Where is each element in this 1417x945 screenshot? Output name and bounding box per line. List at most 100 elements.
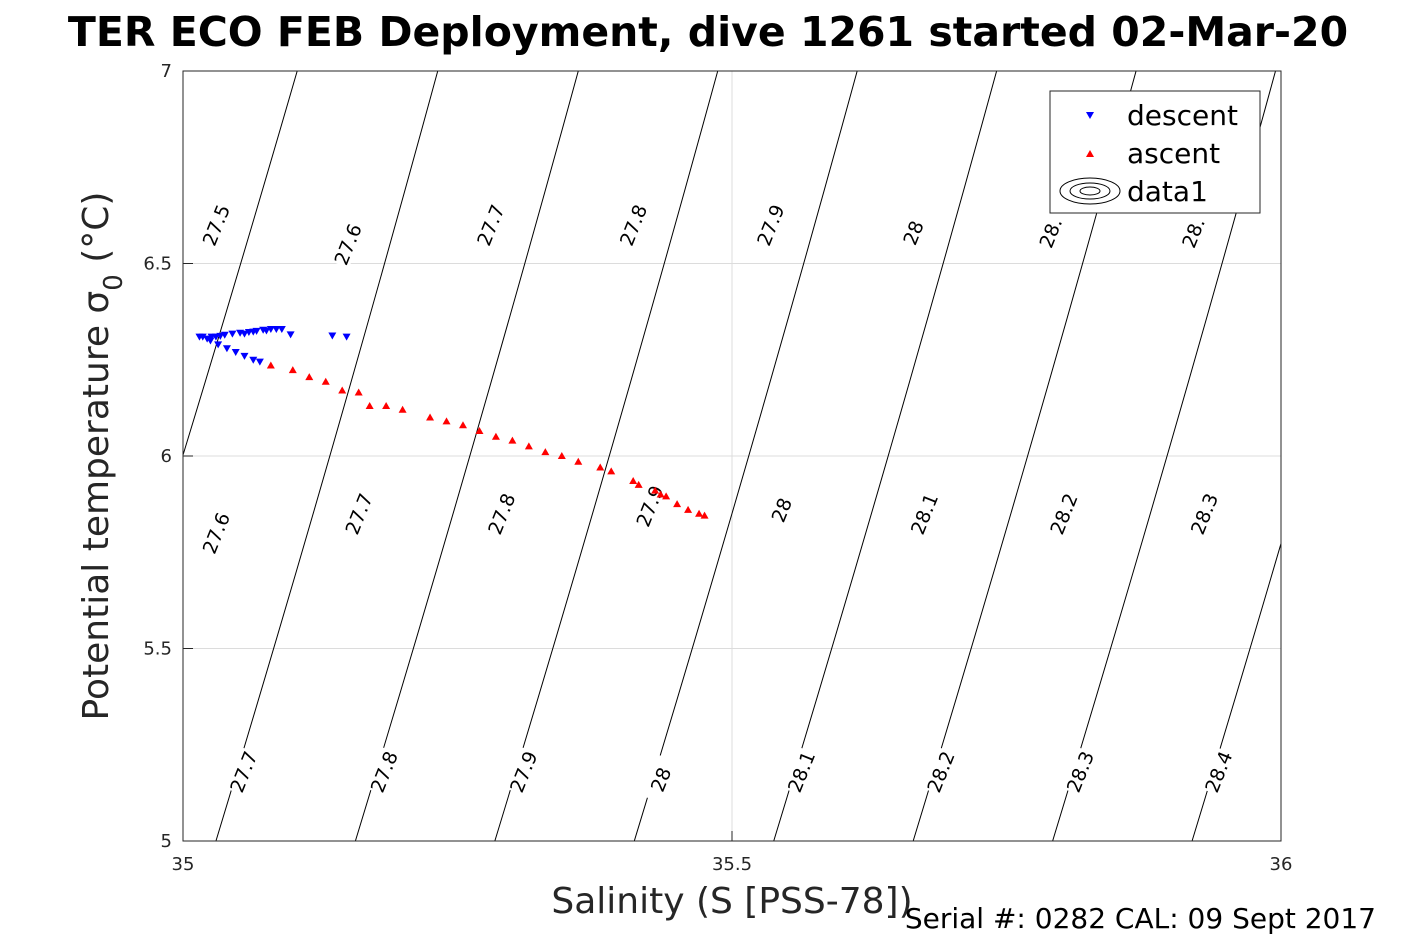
legend-descent-marker [1086, 112, 1094, 119]
descent-point [240, 352, 249, 360]
descent-point [214, 341, 223, 349]
contour-label-bg [483, 489, 519, 538]
ascent-point [662, 492, 671, 500]
descent-point [222, 345, 231, 353]
ascent-point [365, 401, 374, 409]
contour-label-bg [225, 747, 261, 796]
y-tick-label: 6 [161, 446, 172, 467]
contour-label-0: 27.5 [198, 200, 235, 250]
descent-point [262, 327, 271, 335]
legend-contour-icon [1059, 177, 1121, 205]
legend-ascent-marker [1086, 150, 1094, 157]
contour-line-5 [773, 71, 998, 841]
contour-label-12: 28 [763, 485, 799, 535]
contour-label-bg [1200, 747, 1236, 796]
ascent-point [673, 500, 682, 508]
ascent-point [574, 457, 583, 465]
contour-label-bg [472, 200, 508, 250]
ascent-point [266, 361, 275, 369]
descent-point [286, 331, 295, 339]
contour-line-8 [1191, 541, 1281, 841]
ascent-point [491, 432, 500, 440]
ascent-point [524, 442, 533, 450]
ascent-point [442, 417, 451, 425]
descent-point [249, 328, 258, 336]
legend-descent-label: descent [1127, 99, 1238, 132]
ascent-point [288, 366, 297, 374]
y-tick-label: 7 [161, 61, 172, 82]
x-tick-label: 36 [1270, 854, 1293, 875]
serial-cal-footer: Serial #: 0282 CAL: 09 Sept 2017 [905, 902, 1376, 935]
ascent-point [651, 486, 660, 494]
descent-point [249, 356, 258, 364]
y-axis-label: Potential temperature σ0 (°C) [76, 192, 129, 721]
ascent-point [607, 467, 616, 475]
ascent-point [596, 463, 605, 471]
contour-label-bg [1032, 208, 1068, 257]
ascent-point [700, 511, 709, 519]
contour-line-3 [494, 71, 719, 841]
contour-label-bg [198, 508, 234, 558]
y-tick-label: 6.5 [143, 254, 172, 275]
ascent-point [629, 477, 638, 485]
descent-point [203, 335, 212, 343]
contour-label-bg [763, 485, 799, 535]
y-tick-label: 5 [161, 831, 172, 852]
contour-label-bg [1186, 489, 1222, 538]
contour-label-bg [341, 489, 377, 538]
legend: descent ascent data1 [1049, 90, 1261, 214]
data-points [195, 325, 709, 519]
descent-point [240, 330, 249, 338]
ascent-point [354, 388, 363, 396]
descent-point [255, 358, 264, 366]
ascent-point [475, 426, 484, 434]
contour-label-bg [615, 200, 651, 250]
contour-label-bg [783, 747, 819, 796]
y-axis-label-subscript: 0 [99, 274, 129, 291]
contour-label-bg [752, 200, 788, 250]
descent-point [277, 325, 286, 333]
descent-point [207, 333, 216, 341]
contour-label-bg [1175, 208, 1211, 257]
legend-box [1049, 90, 1261, 214]
ascent-point [634, 480, 643, 488]
contour-label-bg [632, 481, 668, 531]
contour-label-bg [330, 220, 366, 269]
y-tick-label: 5.5 [143, 639, 172, 660]
ascent-point [398, 405, 407, 413]
ascent-point [684, 505, 693, 513]
contour-label-bg [505, 747, 541, 796]
contour-line-2 [354, 71, 579, 841]
x-axis-label: Salinity (S [PSS-78]) [551, 881, 912, 922]
y-axis-label-main: Potential temperature σ [76, 291, 117, 721]
contour-label-bg [643, 755, 679, 804]
contour-label-bg [906, 489, 942, 538]
x-tick-label: 35.5 [712, 854, 752, 875]
descent-point [228, 330, 237, 338]
ascent-point [338, 386, 347, 394]
descent-point [342, 333, 351, 341]
ascent-point [458, 421, 467, 429]
descent-point [328, 332, 337, 340]
y-axis-label-unit: (°C) [76, 192, 117, 275]
ascent-point [426, 413, 435, 421]
ascent-point [305, 373, 314, 381]
x-tick-label: 35 [172, 854, 195, 875]
contour-label-bg [1046, 489, 1082, 538]
ascent-point [557, 452, 566, 459]
ascent-point [541, 448, 550, 456]
ascent-point [656, 490, 665, 498]
contour-line-1 [215, 71, 439, 841]
legend-ascent-label: ascent [1127, 137, 1220, 170]
descent-point [206, 337, 215, 345]
contour-label-bg [895, 208, 931, 257]
contour-label-bg [1062, 747, 1098, 796]
chart-title: TER ECO FEB Deployment, dive 1261 starte… [68, 8, 1348, 56]
ascent-point [382, 401, 391, 409]
ascent-point [508, 436, 517, 444]
ascent-point [695, 509, 704, 517]
ascent-point [321, 377, 330, 385]
legend-data1-label: data1 [1127, 175, 1208, 208]
axis-ticks: 35 35.5 36 5 5.5 6 6.5 7 [143, 61, 1292, 875]
